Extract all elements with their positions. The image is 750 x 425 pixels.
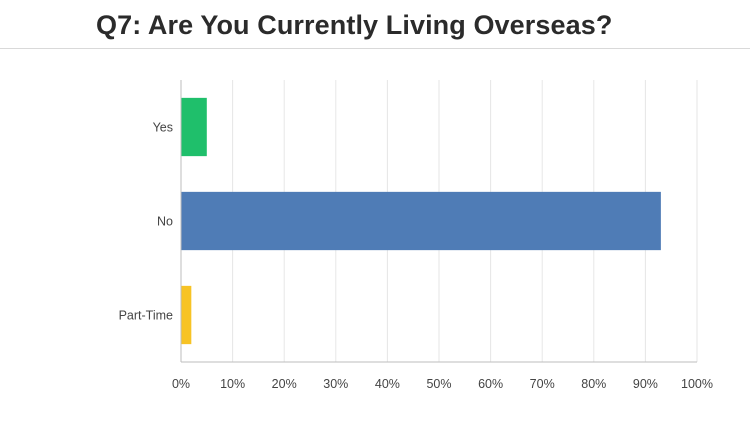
category-label: Part-Time <box>119 309 173 323</box>
category-labels: Yes No Part-Time <box>119 121 173 323</box>
bar-yes <box>181 97 207 157</box>
x-tick-label: 0% <box>172 377 190 391</box>
bar-no <box>181 191 661 251</box>
x-tick-label: 20% <box>272 377 297 391</box>
x-tick-label: 40% <box>375 377 400 391</box>
bar-part-time <box>181 285 192 345</box>
x-tick-label: 90% <box>633 377 658 391</box>
category-label: Yes <box>153 121 173 135</box>
x-tick-label: 50% <box>426 377 451 391</box>
x-tick-label: 100% <box>681 377 713 391</box>
title-divider <box>0 48 750 49</box>
x-tick-labels: 0% 10% 20% 30% 40% 50% 60% 70% 80% 90% 100% <box>172 377 713 391</box>
chart-title: Q7: Are You Currently Living Overseas? <box>96 10 613 40</box>
x-tick-label: 80% <box>581 377 606 391</box>
x-tick-label: 10% <box>220 377 245 391</box>
x-tick-label: 60% <box>478 377 503 391</box>
category-label: No <box>157 215 173 229</box>
x-tick-label: 70% <box>530 377 555 391</box>
bars <box>181 97 661 345</box>
axes <box>180 80 697 363</box>
x-tick-label: 30% <box>323 377 348 391</box>
